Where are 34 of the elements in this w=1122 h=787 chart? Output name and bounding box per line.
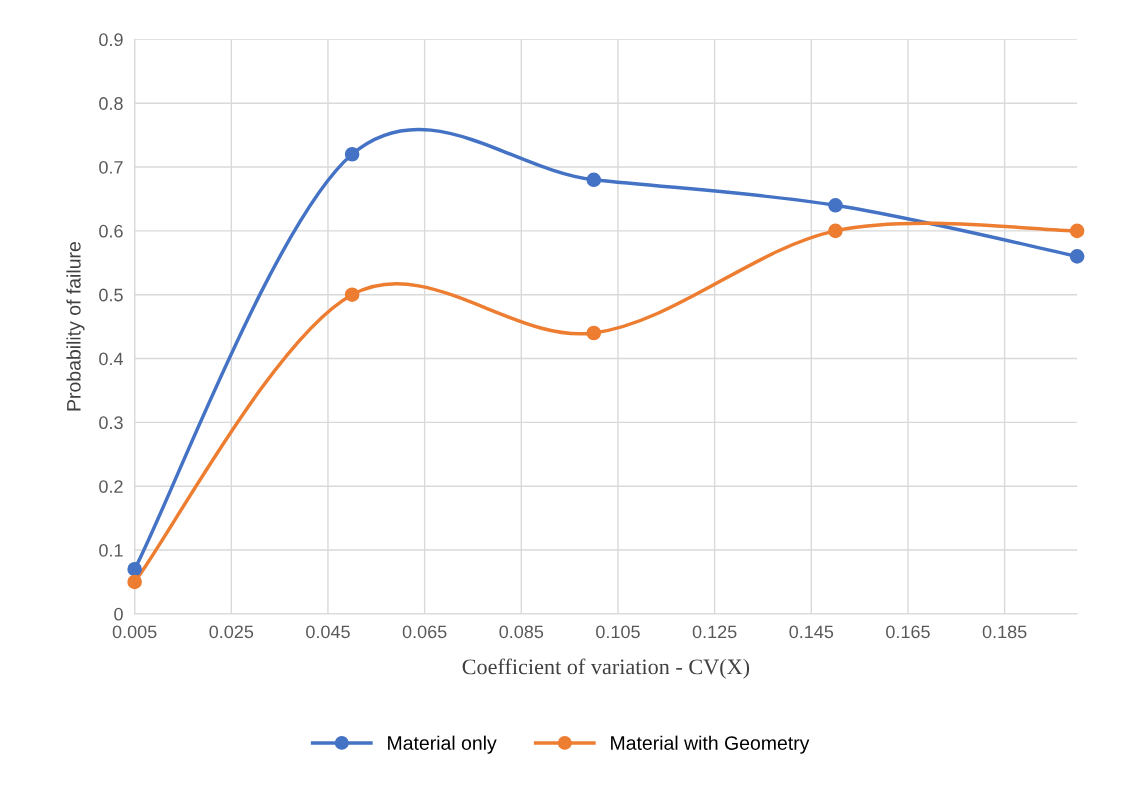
y-tick-label: 0.2: [99, 480, 123, 493]
point: [828, 198, 843, 213]
y-tick-label: 0.8: [99, 97, 123, 110]
x-tick-label: 0.105: [596, 625, 640, 639]
x-tick-label: 0.125: [692, 625, 737, 639]
point: [1069, 223, 1085, 239]
x-tick-label: 0.085: [499, 625, 544, 639]
x-tick-label: 0.145: [789, 625, 834, 639]
legend-label: Material only: [388, 735, 497, 754]
y-tick-label: 0.5: [99, 288, 123, 302]
y-tick-label: 0.9: [99, 33, 123, 47]
x-tick-label: 0.185: [982, 625, 1027, 639]
x-tick-label: 0.005: [112, 625, 157, 639]
point: [127, 561, 142, 577]
y-axis-title: Probability of failure: [66, 242, 85, 411]
point: [586, 325, 602, 341]
point: [1069, 249, 1085, 264]
point: [344, 146, 360, 162]
y-tick-label: 0.4: [99, 352, 123, 366]
y-tick-label: 0.6: [99, 224, 123, 238]
x-tick-label: 0.045: [306, 625, 350, 639]
point: [127, 574, 142, 590]
x-tick-label: 0.025: [209, 625, 254, 639]
point: [828, 223, 843, 239]
y-tick-label: 0.7: [99, 160, 123, 174]
x-axis-title: Coefficient of variation - CV(X): [462, 658, 750, 679]
y-tick-label: 0.3: [99, 416, 123, 430]
y-tick-label: 0: [114, 607, 123, 621]
x-tick-label: 0.165: [886, 625, 930, 639]
x-tick-label: 0.065: [402, 625, 447, 639]
point: [344, 287, 360, 302]
y-tick-label: 0.1: [99, 543, 123, 557]
point: [586, 172, 602, 188]
legend-label: Material with Geometry: [611, 735, 810, 754]
